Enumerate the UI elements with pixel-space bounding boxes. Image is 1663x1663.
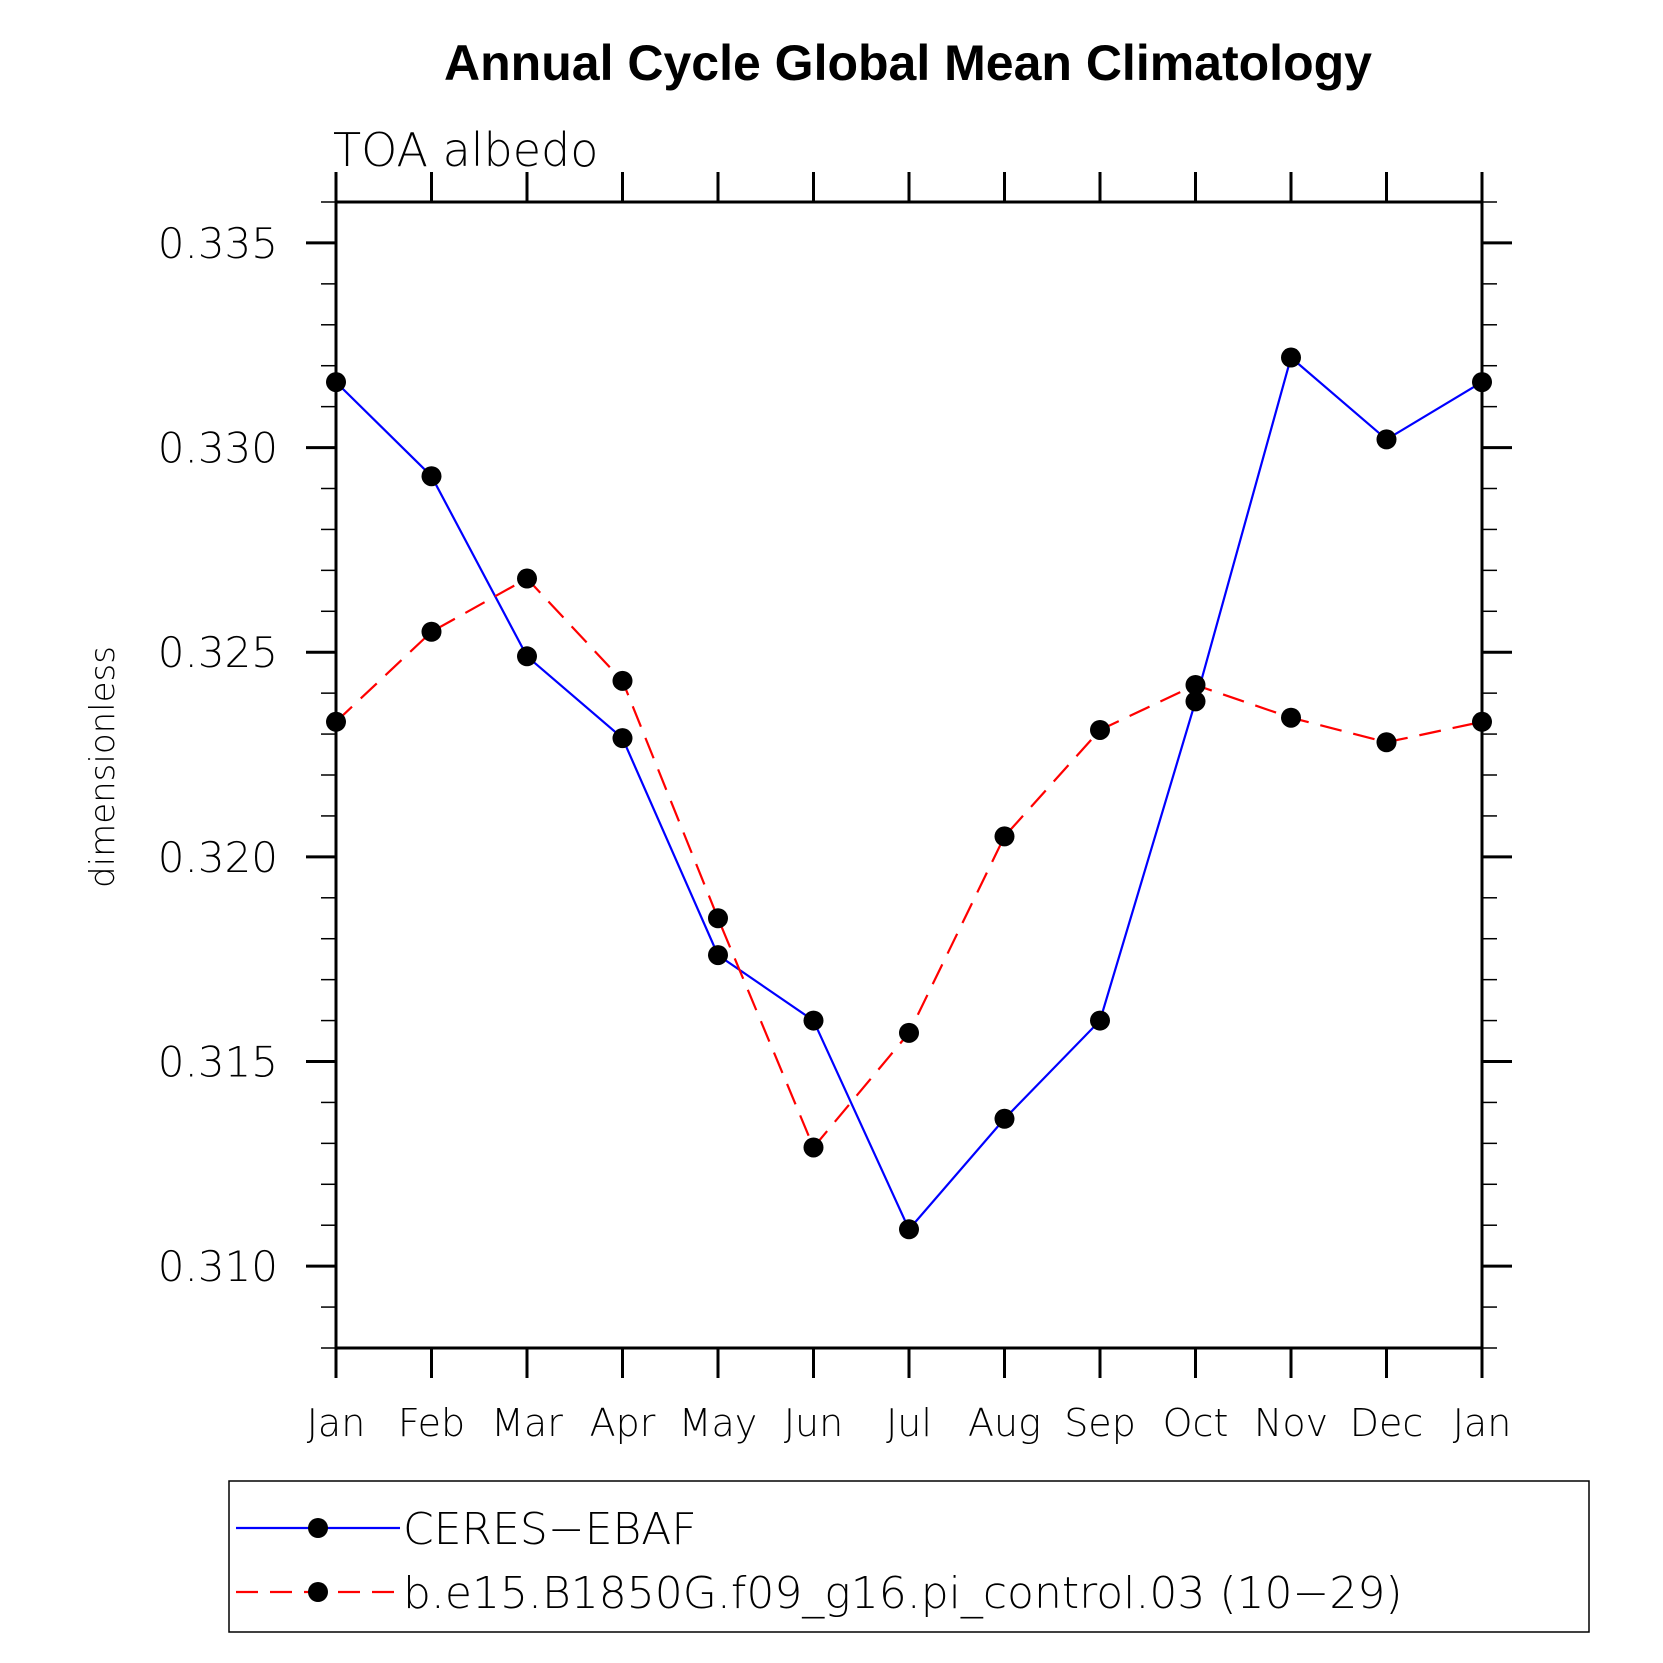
x-tick-label: Jan xyxy=(1453,1401,1512,1445)
legend: CERES−EBAF b.e15.B1850G.f09_g16.pi_contro… xyxy=(228,1480,1590,1633)
y-tick-label: 0.315 xyxy=(158,1038,278,1087)
legend-marker xyxy=(308,1582,328,1602)
y-tick-label: 0.310 xyxy=(158,1242,278,1291)
legend-box xyxy=(228,1480,1590,1633)
y-tick-label: 0.330 xyxy=(158,424,278,473)
x-tick-label: Jul xyxy=(886,1401,932,1445)
x-tick-label: Nov xyxy=(1254,1401,1328,1445)
y-axis-label: dimensionless xyxy=(83,646,123,888)
x-tick-label: Apr xyxy=(590,1401,656,1445)
data-point xyxy=(1376,429,1397,450)
x-tick-label: Dec xyxy=(1350,1401,1424,1445)
data-point xyxy=(803,1010,824,1031)
legend-entry-2: b.e15.B1850G.f09_g16.pi_control.03 (10−2… xyxy=(236,1568,1403,1619)
data-point xyxy=(708,945,728,966)
plot-frame xyxy=(334,200,1484,1350)
data-point xyxy=(421,466,442,487)
data-point xyxy=(1281,707,1301,728)
data-point xyxy=(1185,691,1206,712)
y-tick-label: 0.335 xyxy=(158,219,278,268)
data-point xyxy=(421,621,442,642)
data-point xyxy=(326,372,346,393)
series-line xyxy=(335,577,1483,1150)
legend-label: CERES−EBAF xyxy=(403,1504,697,1555)
y-tick-label: 0.320 xyxy=(158,833,278,882)
chart-subtitle: TOA albedo xyxy=(333,123,598,177)
legend-entry-1: CERES−EBAF xyxy=(236,1504,697,1555)
x-tick-label: Aug xyxy=(968,1401,1041,1445)
x-tick-labels: Jan Feb Mar Apr May Jun Jul Aug Sep Oct Nov Dec Jan xyxy=(307,1401,1512,1445)
series-2 xyxy=(326,568,1492,1158)
data-point xyxy=(994,826,1015,847)
data-point xyxy=(994,1108,1015,1129)
x-tick-label: Sep xyxy=(1064,1401,1136,1445)
x-tick-label: May xyxy=(679,1401,758,1445)
data-point xyxy=(1090,719,1110,740)
data-point xyxy=(517,646,537,667)
x-tick-label: Jan xyxy=(307,1401,366,1445)
data-point xyxy=(1090,1010,1110,1031)
legend-marker xyxy=(308,1518,328,1538)
data-point xyxy=(612,728,633,749)
data-point xyxy=(899,1219,919,1240)
data-point xyxy=(1185,674,1206,695)
x-tick-label: Jun xyxy=(784,1401,843,1445)
data-point xyxy=(517,568,537,589)
chart-title: Annual Cycle Global Mean Climatology xyxy=(444,35,1372,91)
data-point xyxy=(708,908,728,929)
data-point xyxy=(326,711,346,732)
data-point xyxy=(1376,732,1397,753)
data-point xyxy=(1472,372,1492,393)
data-point xyxy=(1281,347,1301,368)
y-tick-labels: 0.310 0.315 0.320 0.325 0.330 0.335 xyxy=(158,219,278,1291)
legend-label: b.e15.B1850G.f09_g16.pi_control.03 (10−2… xyxy=(403,1568,1403,1619)
y-tick-label: 0.325 xyxy=(158,628,278,677)
x-tick-label: Feb xyxy=(398,1401,465,1445)
data-point xyxy=(1472,711,1492,732)
x-tick-label: Oct xyxy=(1163,1401,1229,1445)
data-point xyxy=(612,670,633,691)
series-line xyxy=(335,355,1483,1232)
data-point xyxy=(899,1022,919,1043)
x-tick-label: Mar xyxy=(491,1401,563,1445)
series-1 xyxy=(326,347,1492,1240)
data-point xyxy=(803,1137,824,1158)
axis-ticks xyxy=(306,172,1512,1378)
series-layer xyxy=(326,347,1492,1240)
legend-entries: CERES−EBAF b.e15.B1850G.f09_g16.pi_contro… xyxy=(236,1504,1403,1619)
